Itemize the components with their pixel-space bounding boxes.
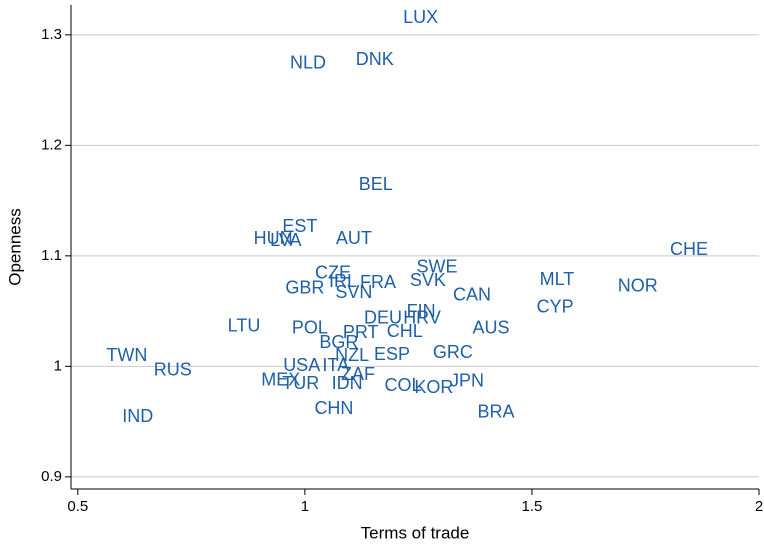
point-label: IRL [329,271,357,291]
point-label: TUR [282,373,319,393]
point-label: USA [283,355,320,375]
point-label: GRC [433,342,473,362]
point-label: DNK [356,49,394,69]
x-axis-title: Terms of trade [361,523,470,542]
point-label: BGR [319,332,358,352]
point-label: NLD [290,52,326,72]
point-label: IND [122,406,153,426]
point-label: JPN [450,371,484,391]
point-label: RUS [154,360,192,380]
point-label: ITA [322,355,349,375]
point-label: CHN [314,398,353,418]
point-label: LTU [228,315,261,335]
point-label: NOR [618,276,658,296]
y-tick-label: 1.3 [41,26,62,43]
point-label: AUS [473,318,510,338]
point-label: POL [292,318,328,338]
x-tick-label: 0.5 [67,498,88,515]
x-tick-label: 1 [301,498,309,515]
point-label: KOR [414,377,453,397]
y-tick-label: 1 [54,357,62,374]
point-label: BRA [478,402,515,422]
point-label: FRA [360,272,396,292]
x-tick-label: 1.5 [522,498,543,515]
point-label: HRV [403,308,441,328]
y-tick-label: 1.1 [41,247,62,264]
point-label: DEU [364,308,402,328]
point-label: LUX [403,7,438,27]
y-axis-title: Openness [5,208,24,286]
point-label: AUT [336,228,372,248]
point-label: BEL [359,174,393,194]
point-label: COL [384,375,421,395]
point-label: LVA [270,230,301,250]
y-tick-label: 1.2 [41,136,62,153]
point-label: SVK [410,270,446,290]
y-tick-label: 0.9 [41,468,62,485]
point-label: EST [282,216,317,236]
point-label: SWE [417,257,458,277]
point-label: CHE [670,239,708,259]
point-label: MEX [261,369,300,389]
point-label: SVN [335,282,372,302]
point-label: FIN [407,301,436,321]
point-label: CZE [315,262,351,282]
point-label: CYP [537,297,574,317]
point-label: GBR [285,278,324,298]
point-label: TWN [106,345,147,365]
point-label: PRT [343,322,379,342]
point-label: HUN [254,228,293,248]
point-label: MLT [540,269,575,289]
x-tick-label: 2 [755,498,763,515]
point-label: NZL [335,345,369,365]
point-label: IDN [332,373,363,393]
point-label: ZAF [341,364,375,384]
point-label: CHL [387,321,423,341]
point-label: ESP [374,344,410,364]
point-label: CAN [453,284,491,304]
